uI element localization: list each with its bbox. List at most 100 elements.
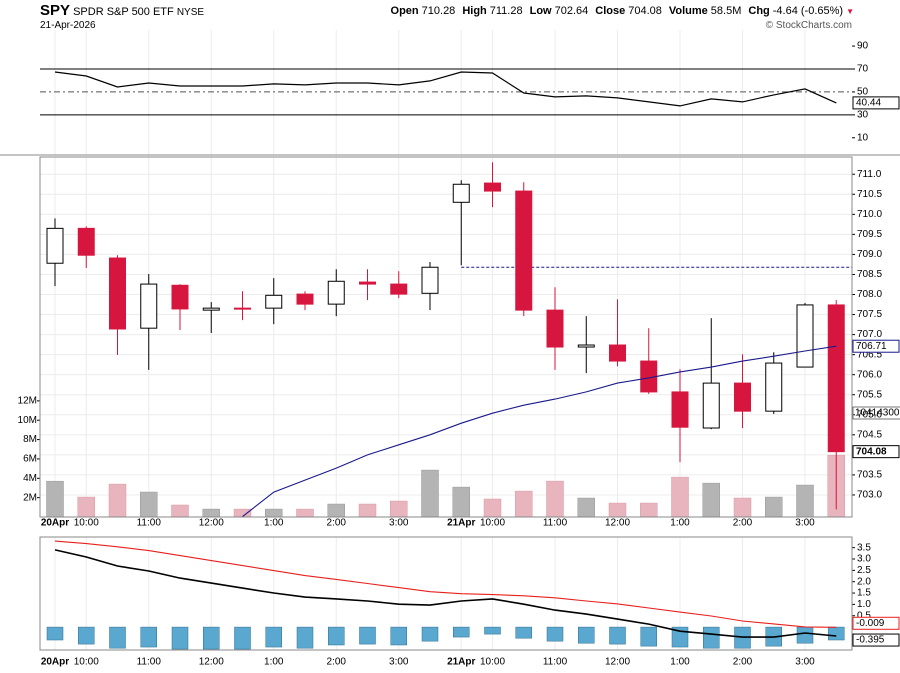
volume-bar — [796, 484, 814, 518]
y-tick-label: 710.0 — [857, 209, 882, 220]
histogram-bar — [421, 626, 439, 642]
x-tick-label: 3:00 — [795, 657, 815, 668]
y-tick-label: 705.0 — [857, 409, 882, 420]
volume-annotation-box — [852, 406, 900, 420]
quote-label: High — [462, 5, 487, 17]
candle-body — [827, 304, 845, 453]
y-tick-label: 2.5 — [857, 565, 871, 576]
x-tick-label: 12:00 — [199, 518, 224, 529]
y-tick-label: 709.0 — [857, 249, 882, 260]
volume-bar — [265, 508, 283, 518]
x-tick-label: 2:00 — [327, 518, 347, 529]
candle-body — [452, 183, 470, 203]
watermark: © StockCharts.com — [765, 20, 852, 31]
volume-bar — [421, 469, 439, 518]
y-tick-label: 707.5 — [857, 309, 882, 320]
histogram-bar — [203, 626, 220, 650]
y-tick-label: 8M — [23, 434, 37, 445]
volume-bar — [233, 508, 252, 518]
end-label: -0.395 — [856, 635, 885, 646]
exchange: NYSE — [176, 7, 205, 18]
title-row: SPY SPDR S&P 500 ETF NYSE — [40, 2, 204, 19]
y-tick-label: 30 — [857, 110, 869, 121]
y-tick-label: 0.5 — [857, 610, 871, 621]
quote-value: 702.64 — [554, 5, 589, 17]
y-tick-label: 90 — [857, 41, 869, 52]
quote-label: Volume — [668, 5, 708, 17]
x-tick-label: 12:00 — [605, 657, 630, 668]
y-tick-label: 1.0 — [857, 599, 871, 610]
candle-body — [202, 307, 220, 311]
panel-frame — [39, 156, 853, 518]
y-tick-label: 705.5 — [857, 389, 882, 400]
x-tick-label: 10:00 — [480, 518, 505, 529]
histogram-bar — [640, 626, 657, 647]
volume-bar — [577, 497, 595, 518]
y-tick-label: 4M — [23, 473, 37, 484]
candle-body — [234, 307, 251, 310]
x-tick-label: 2:00 — [733, 657, 753, 668]
end-label-box — [852, 339, 900, 353]
candle-body — [171, 284, 189, 310]
x-tick-label: 11:00 — [543, 657, 568, 668]
candle-body — [734, 382, 751, 412]
x-tick-label: 1:00 — [670, 657, 690, 668]
y-tick-label: 706.5 — [857, 349, 882, 360]
y-tick-label: 711.0 — [857, 169, 882, 180]
quote-label: Close — [595, 5, 626, 17]
end-label-group: 706.71 — [852, 339, 900, 353]
histogram-bar — [328, 626, 345, 646]
x-tick-label: 1:00 — [670, 518, 690, 529]
candle-body — [515, 190, 533, 311]
quote-label: Chg — [748, 5, 770, 17]
y-tick-label: 50 — [857, 87, 869, 98]
quote-value: 710.28 — [421, 5, 456, 17]
macd-line — [54, 549, 837, 638]
candle-body — [765, 362, 783, 412]
date: 21-Apr-2026 — [40, 20, 96, 31]
candle-body — [140, 283, 158, 329]
x-tick-label: 20Apr — [41, 518, 69, 529]
rsi-line — [54, 71, 837, 107]
volume-bar — [733, 497, 752, 518]
y-tick-label: 703.0 — [857, 490, 882, 501]
volume-bar — [765, 496, 783, 518]
end-label: 706.71 — [856, 341, 887, 352]
x-tick-label: 11:00 — [137, 518, 162, 529]
volume-bar — [390, 500, 408, 518]
candle-body — [671, 391, 689, 428]
volume-bar — [171, 504, 189, 518]
candle-body — [109, 257, 126, 330]
candle-body — [577, 344, 595, 348]
candle-body — [296, 293, 314, 305]
panel-frame — [39, 536, 853, 651]
candle-body — [77, 227, 95, 256]
histogram-bar — [390, 626, 407, 646]
quote-value: 58.5M — [710, 5, 742, 17]
y-tick-label: 12M — [18, 396, 37, 407]
volume-bar — [515, 490, 533, 518]
candle-body — [609, 344, 626, 362]
y-tick-label: 1.5 — [857, 588, 871, 599]
x-tick-label: 11:00 — [543, 518, 568, 529]
y-tick-label: 2.0 — [857, 576, 871, 587]
candle-body — [265, 294, 283, 309]
y-tick-label: 10M — [18, 415, 37, 426]
histogram-bar — [359, 626, 376, 645]
volume-bar — [77, 496, 95, 518]
quote-label: Low — [529, 5, 552, 17]
candles — [46, 162, 845, 510]
histogram-bar — [296, 626, 314, 649]
volume-bar — [327, 503, 345, 518]
y-tick-label: 703.5 — [857, 470, 882, 481]
histogram-bar — [265, 626, 282, 648]
candle-body — [702, 382, 720, 429]
quote-value: 711.28 — [489, 5, 523, 17]
volume-bar — [483, 498, 502, 518]
end-label-box — [852, 445, 900, 459]
histogram-bar — [546, 626, 564, 642]
quote-label: Open — [390, 5, 419, 17]
candle-body — [484, 182, 501, 192]
security-name: SPDR S&P 500 ETF — [73, 6, 174, 18]
